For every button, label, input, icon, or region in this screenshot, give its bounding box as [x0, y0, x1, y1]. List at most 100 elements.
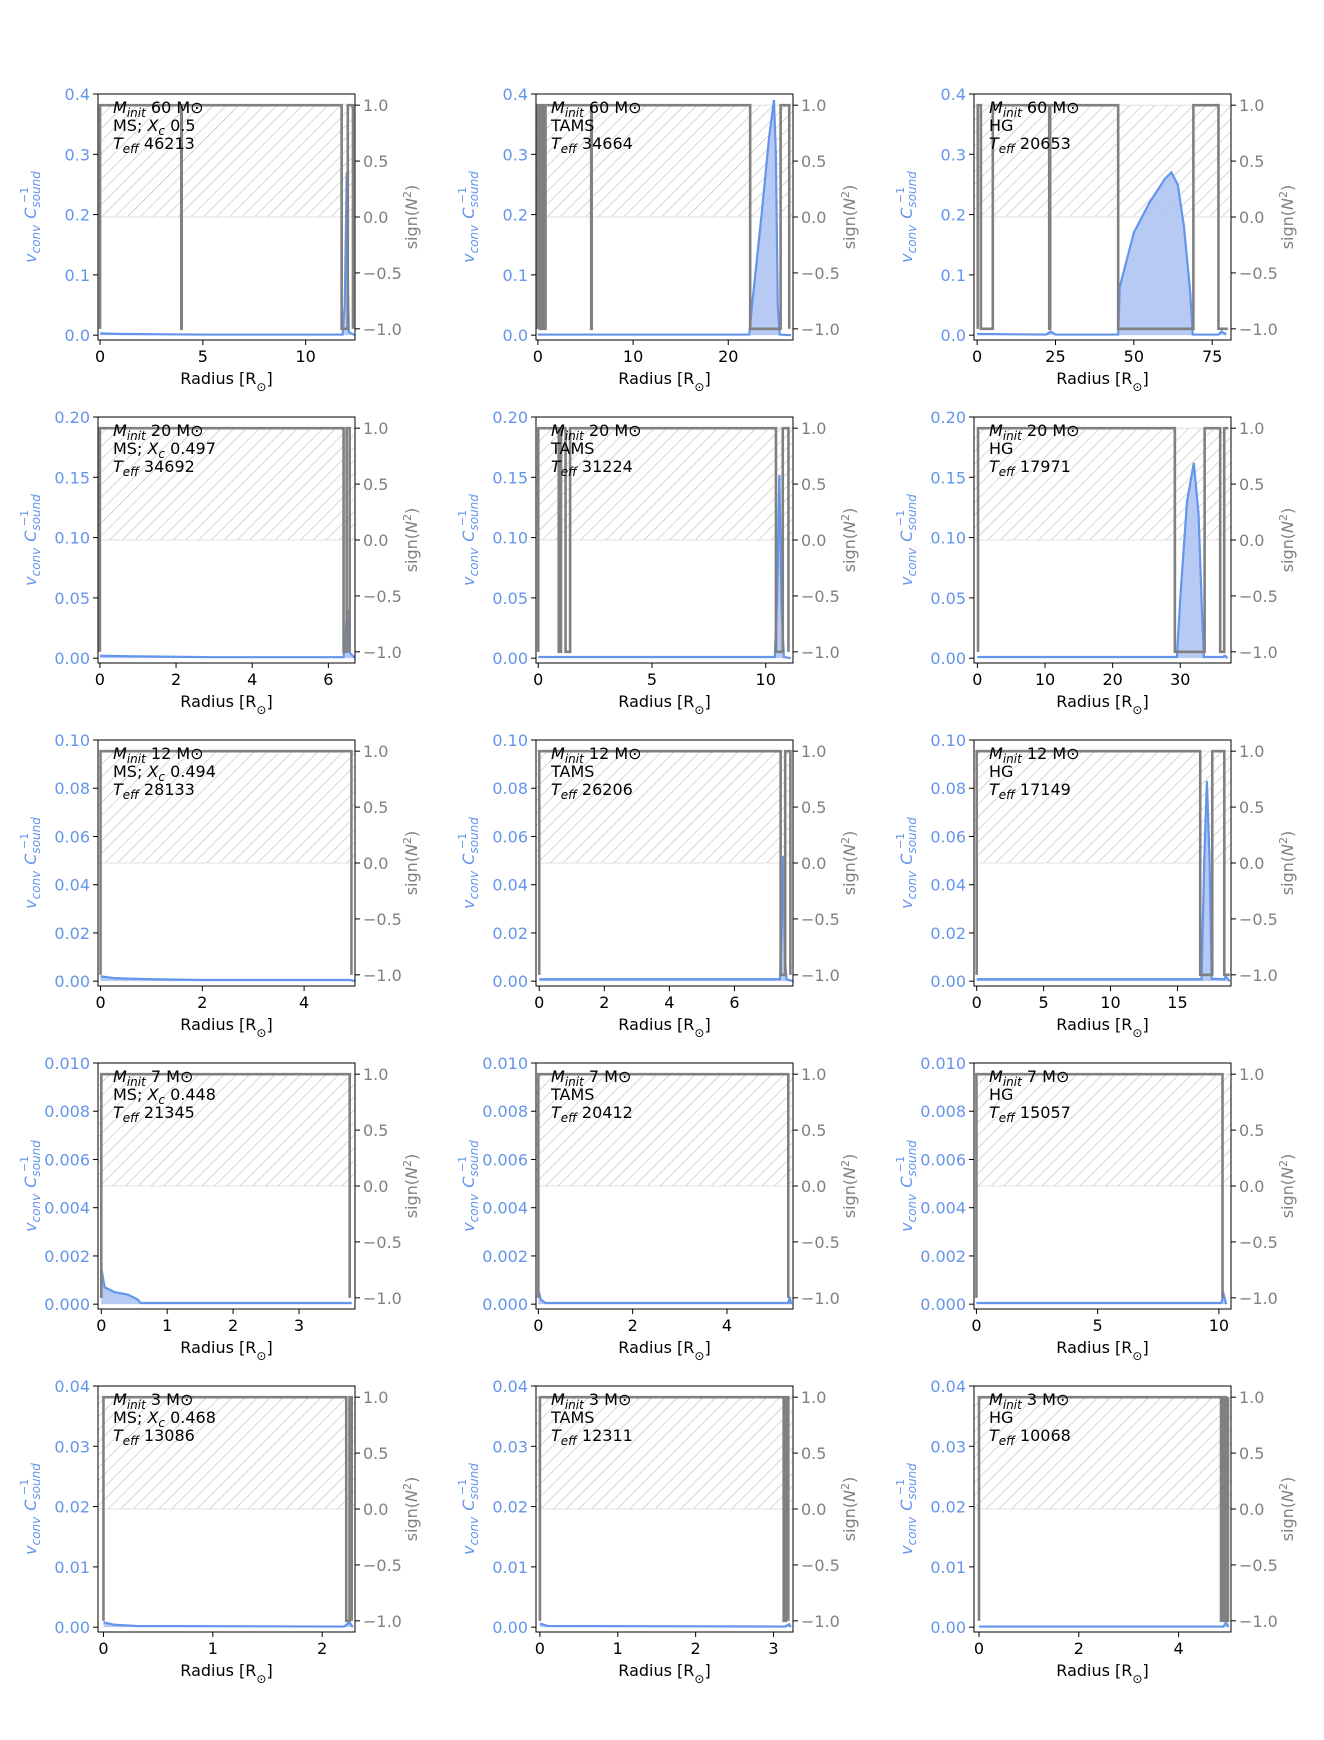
right-tick-label: 0.0 [801, 208, 826, 227]
y-tick-label: 0.01 [930, 1558, 966, 1577]
panel-5-2: 0.00 0.01 0.02 0.03 0.04 1.0 0.5 0.0 −0.5 −1.0 0 1 2… [456, 1377, 859, 1686]
y-tick-label: 0.05 [930, 589, 966, 608]
n2-sign-line [976, 103, 1228, 331]
x-tick-label: 0 [533, 347, 543, 366]
y-tick-label: 0.1 [941, 266, 966, 285]
right-tick-label: 1.0 [801, 1065, 826, 1084]
x-tick-label: 0 [533, 1316, 543, 1335]
panel-2-3: 0.00 0.05 0.10 0.15 0.20 1.0 0.5 0.0 −0.5 −1.0 0 10… [894, 408, 1297, 717]
n2-sign-line [976, 426, 1229, 654]
stable-hatch-region [974, 1073, 1231, 1187]
y-tick-label: 0.10 [930, 731, 966, 750]
y-tick-label: 0.02 [54, 1498, 90, 1517]
y-axis-label-left: vconvCsound−1 [456, 494, 481, 586]
x-tick-label: 15 [1167, 993, 1187, 1012]
x-tick-label: 6 [729, 993, 739, 1012]
right-tick-label: 0.5 [1239, 1121, 1264, 1140]
n2-sign-line [536, 426, 790, 654]
right-tick-label: −1.0 [363, 1289, 402, 1308]
right-tick-label: 1.0 [363, 1388, 388, 1407]
x-tick-label: 75 [1202, 347, 1222, 366]
y-axis-label-right: sign(N2) [401, 1477, 421, 1542]
y-tick-label: 0.2 [941, 206, 966, 225]
panel-3-2: 0.00 0.02 0.04 0.06 0.08 0.10 1.0 0.5 0.0 −0.5 −1.… [456, 731, 859, 1040]
annotation-teff: Teff 28133 [113, 780, 195, 802]
stable-hatch-region [974, 104, 1231, 218]
right-tick-label: −1.0 [1239, 320, 1278, 339]
right-tick-label: 0.0 [1239, 531, 1264, 550]
x-tick-label: 0 [96, 1316, 106, 1335]
x-tick-label: 3 [768, 1639, 778, 1658]
annotation-mass: Minit 12 M⊙ [989, 744, 1080, 766]
right-tick-label: −1.0 [801, 1612, 840, 1631]
x-tick-label: 4 [722, 1316, 732, 1335]
panel-grid: 0.00.10.20.30.41.00.50.0−0.5−1.00 5 10Radi… [18, 85, 1297, 1686]
right-tick-label: 0.5 [363, 1444, 388, 1463]
y-tick-label: 0.01 [492, 1558, 528, 1577]
annotation-stage: TAMS [550, 439, 594, 458]
y-axis-label-left: vconvCsound−1 [894, 1463, 919, 1555]
right-tick-label: 1.0 [363, 742, 388, 761]
plot-area [536, 1072, 793, 1305]
y-tick-label: 0.15 [492, 468, 528, 487]
y-axis-label-left: vconvCsound−1 [18, 817, 43, 909]
n2-sign-line [977, 1395, 1230, 1623]
right-tick-label: 0.5 [363, 1121, 388, 1140]
plot-area [974, 426, 1231, 659]
x-tick-label: 10 [756, 670, 776, 689]
vconv-area [99, 609, 355, 659]
annotation-stage: HG [989, 1085, 1013, 1104]
y-tick-label: 0.2 [503, 206, 528, 225]
right-tick-label: 1.0 [801, 419, 826, 438]
x-tick-label: 0 [972, 347, 982, 366]
annotation-teff: Teff 10068 [989, 1426, 1071, 1448]
annotation-mass: Minit 3 M⊙ [113, 1390, 193, 1412]
y-axis-label-left: vconvCsound−1 [894, 171, 919, 263]
x-tick-label: 10 [295, 347, 315, 366]
y-axis-label-right: sign(N2) [839, 831, 859, 896]
y-axis-label-left: vconvCsound−1 [18, 171, 43, 263]
x-tick-label: 0 [95, 993, 105, 1012]
plot-area [536, 99, 793, 337]
x-axis-label: Radius [R⊙] [618, 369, 710, 394]
right-tick-label: −0.5 [363, 910, 402, 929]
panel-3-1: 0.00 0.02 0.04 0.06 0.08 0.10 1.0 0.5 0.0 −0.5 −1.… [18, 731, 421, 1040]
n2-sign-line [99, 1072, 352, 1298]
x-tick-label: 0 [95, 347, 105, 366]
y-tick-label: 0.010 [44, 1054, 90, 1073]
y-axis-label-left: vconvCsound−1 [456, 171, 481, 263]
annotation-mass: Minit 3 M⊙ [551, 1390, 631, 1412]
x-tick-label: 5 [647, 670, 657, 689]
right-tick-label: 0.0 [1239, 854, 1264, 873]
x-tick-label: 10 [1209, 1316, 1229, 1335]
annotation-teff: Teff 15057 [989, 1103, 1071, 1125]
plot-area [98, 103, 355, 337]
y-tick-label: 0.05 [54, 589, 90, 608]
right-tick-label: −0.5 [801, 587, 840, 606]
annotation-teff: Teff 21345 [113, 1103, 195, 1125]
right-tick-label: −1.0 [1239, 1289, 1278, 1308]
y-tick-label: 0.3 [941, 145, 966, 164]
right-tick-label: 0.0 [363, 854, 388, 873]
plot-area [98, 1395, 355, 1628]
y-tick-label: 0.03 [492, 1437, 528, 1456]
x-tick-label: 0 [974, 1639, 984, 1658]
x-axis-label: Radius [R⊙] [1056, 692, 1148, 717]
y-tick-label: 0.04 [930, 876, 966, 895]
right-tick-label: 0.5 [801, 475, 826, 494]
y-tick-label: 0.008 [482, 1102, 528, 1121]
annotation-stage: MS; Xc 0.468 [113, 1408, 216, 1430]
right-tick-label: 0.0 [363, 531, 388, 550]
x-tick-label: 0 [535, 1639, 545, 1658]
n2-sign-line [537, 1072, 790, 1298]
y-tick-label: 0.03 [54, 1437, 90, 1456]
annotation-mass: Minit 12 M⊙ [551, 744, 642, 766]
stable-hatch-region [98, 427, 355, 541]
y-tick-label: 0.00 [930, 649, 966, 668]
right-tick-label: −0.5 [801, 910, 840, 929]
y-tick-label: 0.04 [492, 1377, 528, 1396]
right-tick-label: −0.5 [801, 264, 840, 283]
x-tick-label: 50 [1124, 347, 1144, 366]
x-tick-label: 6 [323, 670, 333, 689]
